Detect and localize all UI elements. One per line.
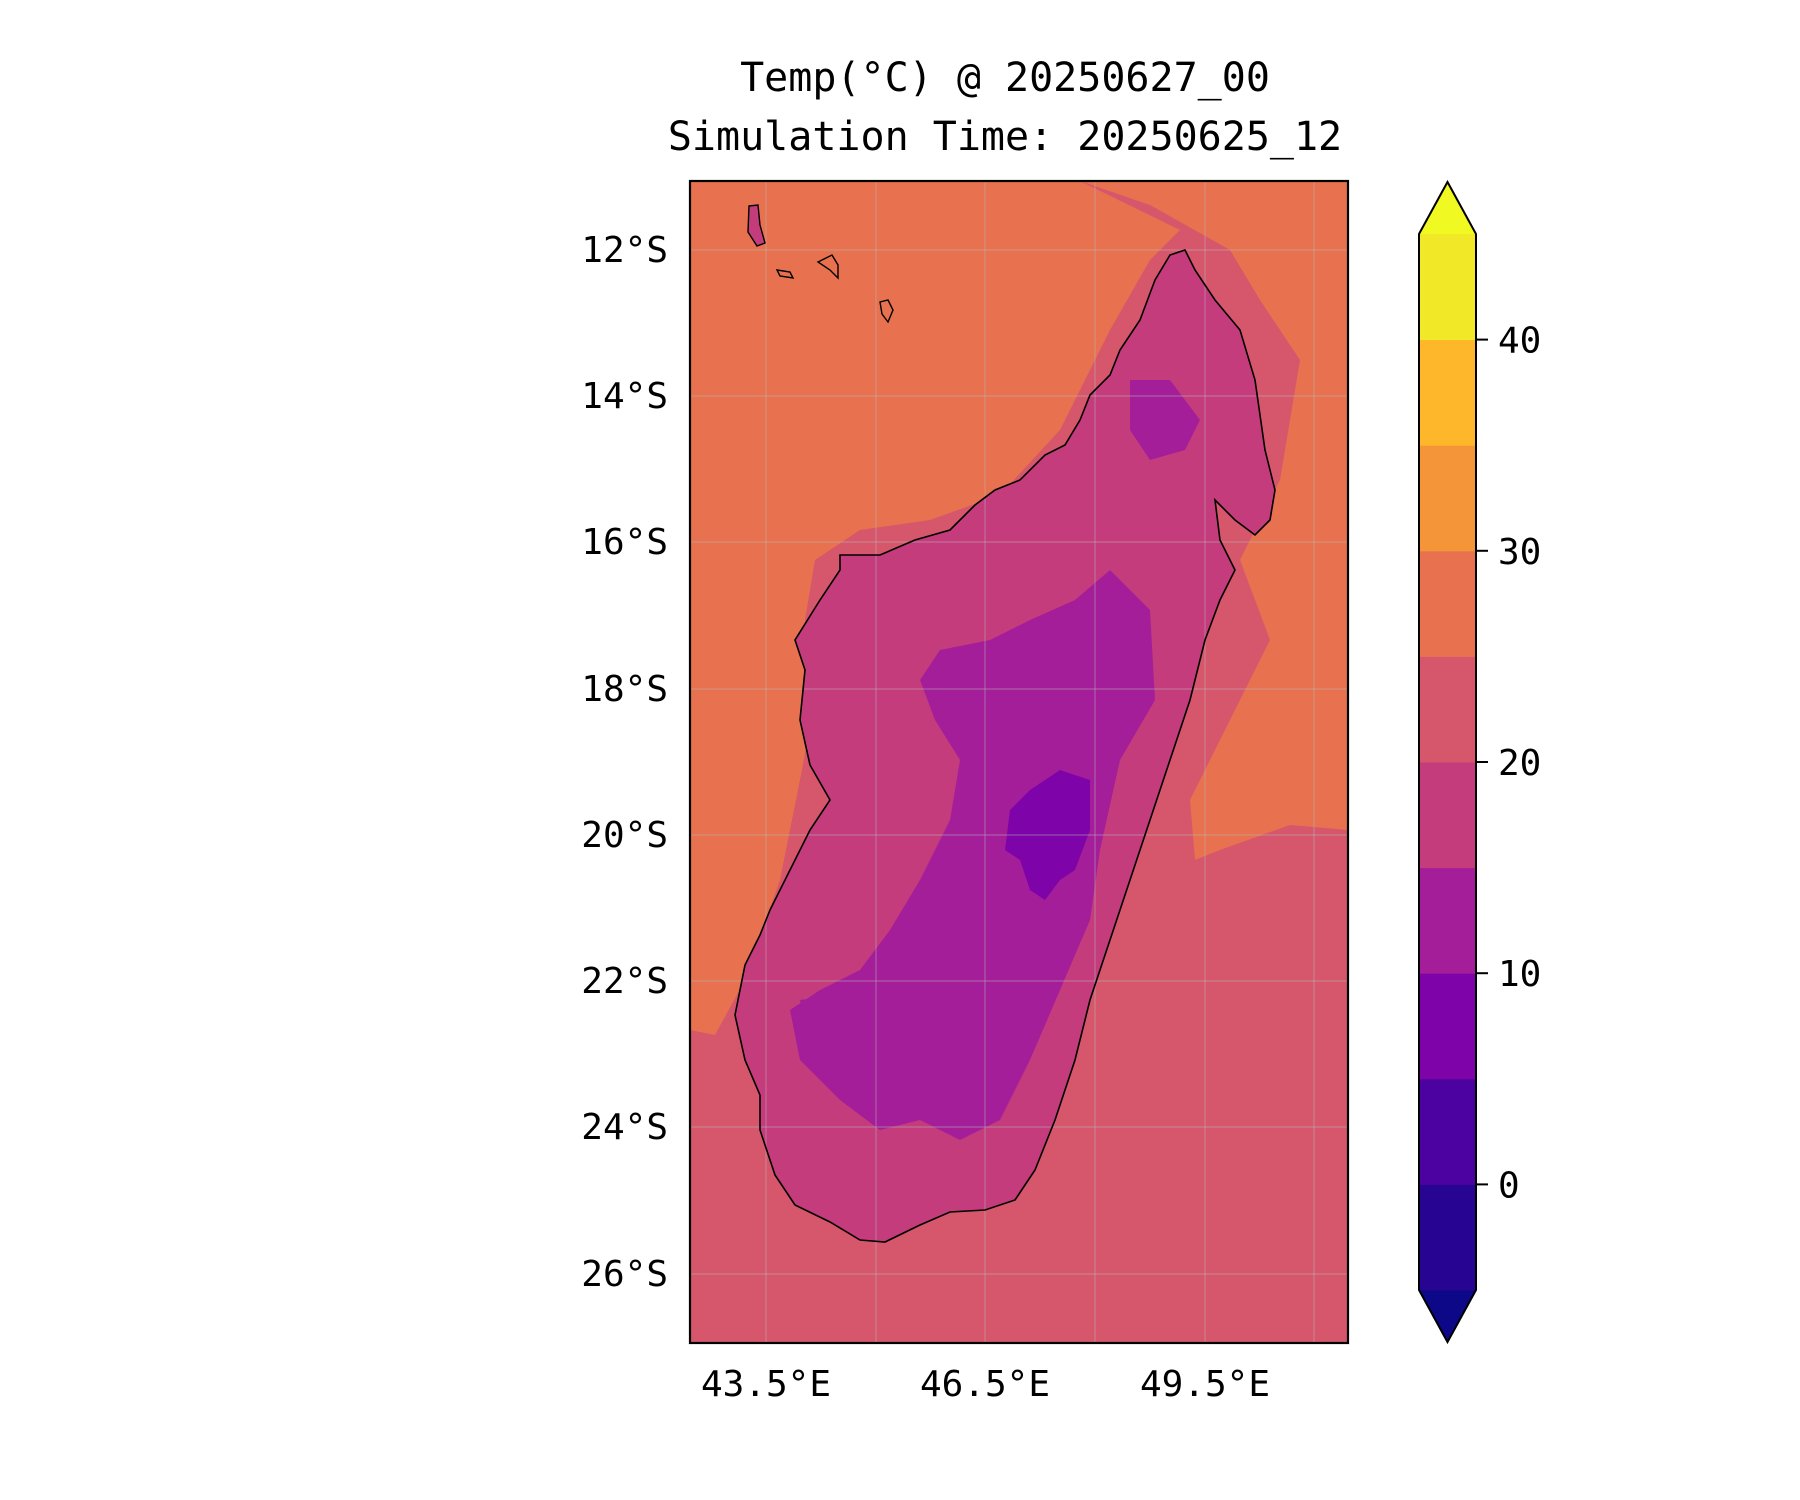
colorbar-segment [1419, 656, 1476, 763]
lat-label: 18°S [581, 669, 668, 710]
colorbar-tick-label: 20 [1498, 743, 1541, 784]
colorbar-segment [1419, 339, 1476, 446]
lon-label: 46.5°E [920, 1364, 1050, 1405]
colorbar-segment [1419, 1078, 1476, 1185]
temperature-field [690, 181, 1348, 1343]
colorbar-tick-label: 0 [1498, 1165, 1520, 1206]
comoros-island-moheli [775, 269, 795, 279]
colorbar-outline [1418, 179, 1477, 1345]
colorbar-tick-label: 30 [1498, 532, 1541, 573]
lat-label: 14°S [581, 376, 668, 417]
mayotte-island [879, 299, 894, 324]
colorbar-segment [1419, 867, 1476, 974]
lon-label: 43.5°E [701, 1364, 831, 1405]
lat-label: 26°S [581, 1254, 668, 1295]
lat-label: 22°S [581, 961, 668, 1002]
highlands [790, 380, 1200, 1140]
colorbar: 0 10 20 30 40 [1418, 179, 1541, 1345]
madagascar-coastline [734, 249, 1276, 1243]
colorbar-tick-label: 10 [1498, 954, 1541, 995]
lat-label: 20°S [581, 815, 668, 856]
comoros-island-anjouan [816, 254, 839, 280]
map-title: Temp(°C) @ 20250627_00 [740, 55, 1270, 101]
lat-label: 12°S [581, 230, 668, 271]
colorbar-segment [1419, 445, 1476, 552]
ocean-warm-band [690, 181, 1348, 1035]
comoros-island-grande [747, 204, 766, 247]
colorbar-segment [1419, 550, 1476, 657]
lon-label: 49.5°E [1140, 1364, 1270, 1405]
colorbar-segment [1419, 1184, 1476, 1291]
colorbar-segment [1419, 234, 1476, 341]
colorbar-extend-low [1419, 1290, 1476, 1342]
latitude-labels: 12°S 14°S 16°S 18°S 20°S 22°S 24°S 26°S [581, 230, 668, 1295]
lat-label: 16°S [581, 522, 668, 563]
longitude-labels: 43.5°E 46.5°E 49.5°E [701, 1364, 1270, 1405]
colorbar-segment [1419, 973, 1476, 1080]
colorbar-tick-label: 40 [1498, 321, 1541, 362]
lat-label: 24°S [581, 1107, 668, 1148]
colorbar-extend-high [1419, 182, 1476, 234]
colorbar-segment [1419, 762, 1476, 869]
cold-core [1005, 770, 1090, 900]
map-frame [688, 179, 1350, 1345]
map-subtitle: Simulation Time: 20250625_12 [667, 114, 1343, 160]
